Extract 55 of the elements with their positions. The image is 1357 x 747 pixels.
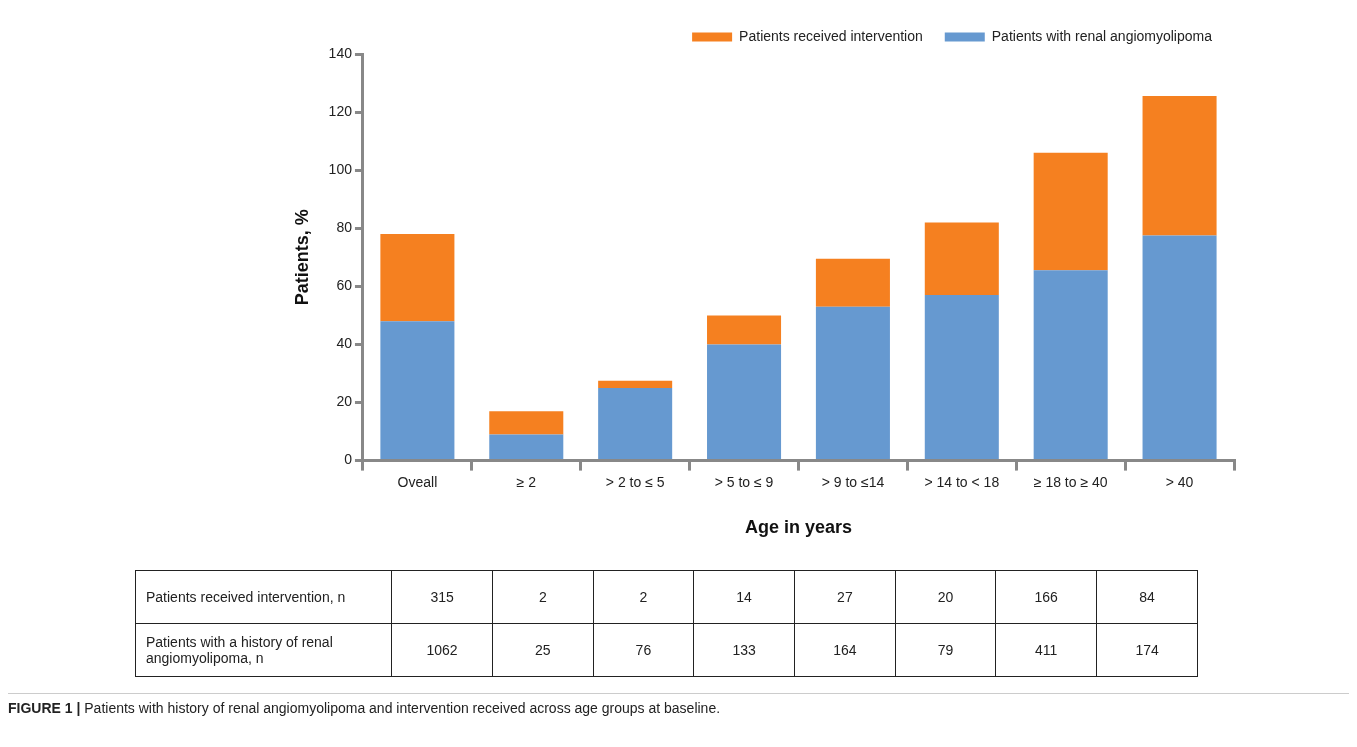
y-tick-label: 60 bbox=[336, 277, 353, 294]
bar bbox=[598, 387, 673, 460]
text: 166 bbox=[995, 570, 1097, 624]
x-axis-title: Age in years bbox=[744, 517, 853, 538]
y-tick-label: 0 bbox=[344, 451, 353, 468]
x-tick-label: > 9 to ≤14 bbox=[821, 473, 885, 490]
bar bbox=[1033, 152, 1108, 271]
x-tick-label: Oveall bbox=[397, 473, 438, 490]
bar bbox=[489, 434, 564, 460]
text: 133 bbox=[693, 623, 795, 677]
y-tick-label: 140 bbox=[328, 44, 353, 61]
text: 174 bbox=[1096, 623, 1198, 677]
text: 79 bbox=[895, 623, 996, 677]
bar bbox=[598, 380, 673, 388]
text: 20 bbox=[895, 570, 996, 624]
text: Patients received intervention, n bbox=[135, 570, 392, 624]
bar bbox=[707, 344, 782, 460]
bar bbox=[924, 222, 999, 296]
bar bbox=[489, 411, 564, 435]
bar bbox=[924, 295, 999, 460]
text: 2 bbox=[593, 570, 694, 624]
x-tick-label: ≥ 18 to ≥ 40 bbox=[1033, 473, 1108, 490]
bar bbox=[380, 321, 455, 460]
text: 27 bbox=[794, 570, 896, 624]
text: 1062 bbox=[391, 623, 493, 677]
x-tick-label: > 2 to ≤ 5 bbox=[605, 473, 665, 490]
y-tick-label: 20 bbox=[336, 393, 353, 410]
text: 84 bbox=[1096, 570, 1198, 624]
text: 76 bbox=[593, 623, 694, 677]
bar bbox=[1142, 235, 1217, 460]
bar bbox=[1142, 96, 1217, 236]
x-tick-label: ≥ 2 bbox=[516, 473, 537, 490]
text: Patients with a history of renal angiomyolipoma, n bbox=[135, 623, 392, 677]
caption: FIGURE 1 | Patients with history of renal angiomyolipoma and intervention received across age groups at baseline. bbox=[8, 693, 1349, 716]
text: 164 bbox=[794, 623, 896, 677]
y-axis-title: Patients, % bbox=[291, 209, 312, 306]
y-tick-label: 100 bbox=[328, 161, 353, 178]
x-tick-label: > 14 to < 18 bbox=[924, 473, 1000, 490]
legend-label: Patients received intervention bbox=[739, 27, 923, 44]
bar bbox=[815, 258, 890, 307]
y-tick-label: 120 bbox=[328, 102, 353, 119]
x-tick-label: > 40 bbox=[1165, 473, 1194, 490]
text: 315 bbox=[391, 570, 493, 624]
bar bbox=[815, 306, 890, 460]
y-tick-label: 80 bbox=[336, 219, 353, 236]
bar bbox=[707, 315, 782, 345]
text: 2 bbox=[492, 570, 594, 624]
x-tick-label: > 5 to ≤ 9 bbox=[714, 473, 774, 490]
bar bbox=[380, 234, 455, 322]
legend-label: Patients with renal angiomyolipoma bbox=[991, 27, 1213, 44]
y-tick-label: 40 bbox=[336, 335, 353, 352]
text: 25 bbox=[492, 623, 594, 677]
text: 411 bbox=[995, 623, 1097, 677]
bar bbox=[1033, 270, 1108, 460]
text: 14 bbox=[693, 570, 795, 624]
